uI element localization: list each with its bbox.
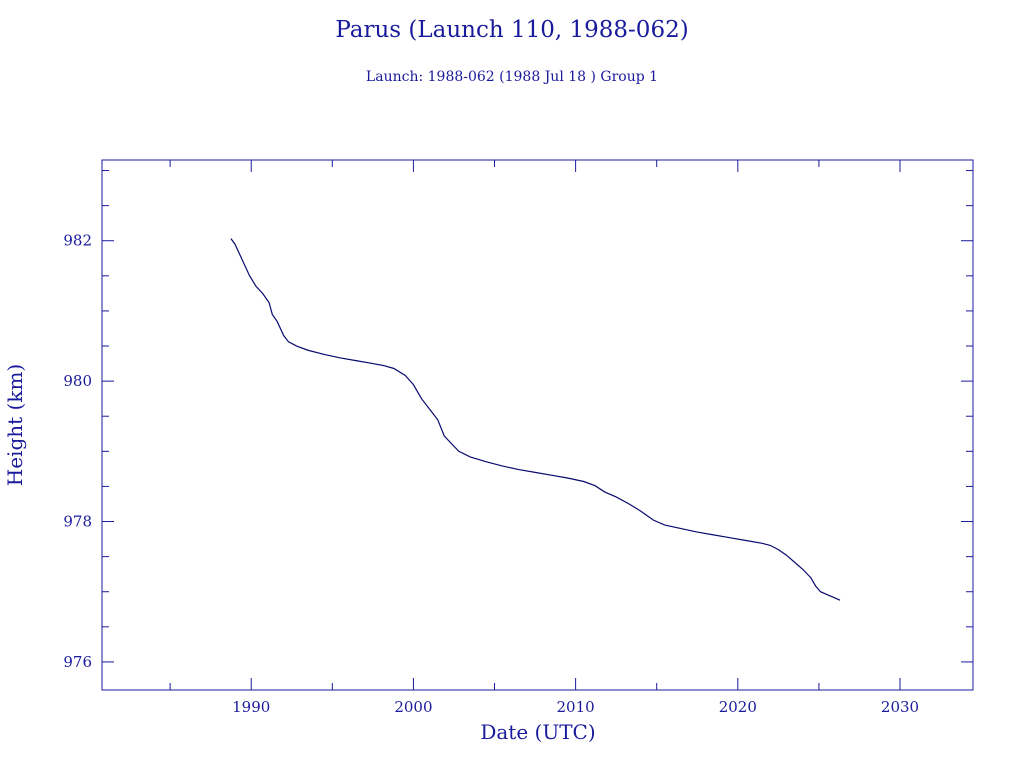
- x-tick-label: 2000: [394, 698, 432, 716]
- chart-subtitle: Launch: 1988-062 (1988 Jul 18 ) Group 1: [366, 69, 658, 85]
- x-tick-label: 1990: [232, 698, 270, 716]
- axis-ticks: [102, 160, 973, 690]
- chart-title: Parus (Launch 110, 1988-062): [335, 17, 688, 43]
- y-tick-label: 976: [63, 653, 92, 671]
- tick-labels: 1990 2000 2010 2020 2030 976 978 980 982: [63, 232, 919, 716]
- plot-frame: [101, 159, 974, 691]
- y-axis-label: Height (km): [3, 364, 27, 486]
- y-tick-label: 978: [63, 513, 92, 531]
- x-tick-label: 2030: [881, 698, 919, 716]
- x-tick-label: 2010: [557, 698, 595, 716]
- height-series-line: [230, 238, 841, 601]
- x-axis-label: Date (UTC): [480, 720, 595, 744]
- y-tick-label: 982: [63, 232, 92, 250]
- x-tick-label: 2020: [719, 698, 757, 716]
- y-tick-label: 980: [63, 372, 92, 390]
